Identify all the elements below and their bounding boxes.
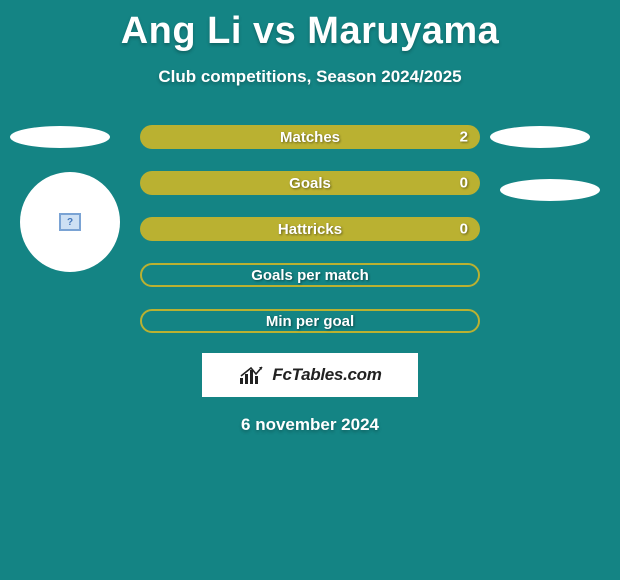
stats-list: Matches 2 Goals 0 Hattricks 0 Goals per match M… — [140, 125, 480, 333]
footer-date: 6 november 2024 — [0, 415, 620, 435]
stat-label: Goals — [289, 175, 331, 192]
avatar-placeholder-icon: ? — [59, 213, 81, 231]
stat-row: Hattricks 0 — [140, 217, 480, 241]
stat-value: 2 — [460, 129, 468, 146]
brand-text: FcTables.com — [272, 365, 381, 385]
decor-ellipse-top-left — [10, 126, 110, 148]
brand-chart-icon — [238, 364, 266, 386]
brand-badge: FcTables.com — [202, 353, 418, 397]
stat-label: Min per goal — [266, 313, 354, 330]
stat-row: Min per goal — [140, 309, 480, 333]
stat-label: Hattricks — [278, 221, 342, 238]
stat-label: Goals per match — [251, 267, 369, 284]
stat-value: 0 — [460, 175, 468, 192]
decor-ellipse-top-right — [490, 126, 590, 148]
stat-row: Goals per match — [140, 263, 480, 287]
stat-value: 0 — [460, 221, 468, 238]
avatar: ? — [20, 172, 120, 272]
stat-row: Matches 2 — [140, 125, 480, 149]
page-subtitle: Club competitions, Season 2024/2025 — [0, 67, 620, 87]
stat-row: Goals 0 — [140, 171, 480, 195]
stat-label: Matches — [280, 129, 340, 146]
decor-ellipse-mid-right — [500, 179, 600, 201]
page-title: Ang Li vs Maruyama — [0, 0, 620, 53]
